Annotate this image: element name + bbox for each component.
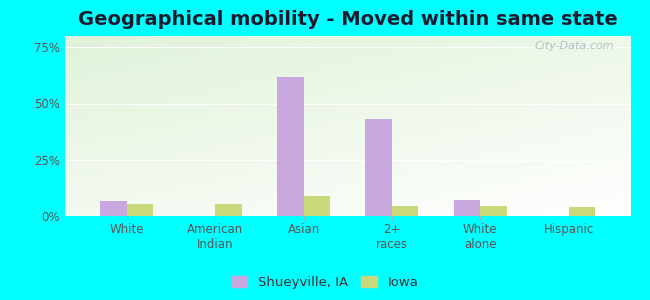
Bar: [100, 201, 127, 216]
Bar: [365, 119, 392, 216]
Bar: [304, 196, 330, 216]
Bar: [215, 204, 242, 216]
Bar: [277, 76, 304, 216]
Bar: [127, 204, 153, 216]
Bar: [480, 206, 507, 216]
Legend: Shueyville, IA, Iowa: Shueyville, IA, Iowa: [227, 272, 422, 293]
Bar: [392, 206, 419, 216]
Bar: [569, 207, 595, 216]
Title: Geographical mobility - Moved within same state: Geographical mobility - Moved within sam…: [78, 10, 618, 29]
Bar: [454, 200, 480, 216]
Text: City-Data.com: City-Data.com: [534, 41, 614, 51]
